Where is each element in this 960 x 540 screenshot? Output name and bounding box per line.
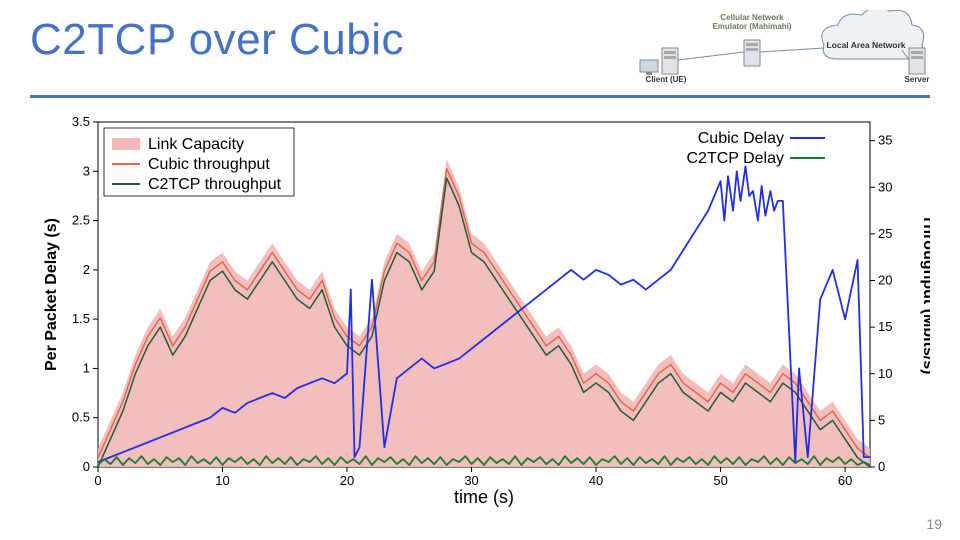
svg-text:50: 50: [713, 473, 727, 488]
svg-text:Link Capacity: Link Capacity: [148, 136, 244, 153]
svg-text:Server: Server: [905, 75, 930, 84]
svg-text:C2TCP throughput: C2TCP throughput: [148, 176, 282, 193]
svg-text:30: 30: [878, 179, 892, 194]
svg-text:15: 15: [878, 319, 892, 334]
svg-text:2: 2: [83, 262, 90, 277]
page-number: 19: [926, 516, 942, 532]
svg-text:time (s): time (s): [454, 487, 514, 507]
svg-text:Per Packet Delay (s): Per Packet Delay (s): [43, 218, 60, 371]
chart: 0102030405060time (s)00.511.522.533.5Per…: [40, 112, 930, 507]
svg-text:Local Area Network: Local Area Network: [826, 40, 905, 50]
svg-text:3.5: 3.5: [72, 114, 90, 129]
svg-text:2.5: 2.5: [72, 213, 90, 228]
slide: C2TCP over Cubic Local Area Network Cellu…: [0, 0, 960, 540]
svg-text:30: 30: [464, 473, 478, 488]
svg-text:0.5: 0.5: [72, 410, 90, 425]
svg-text:40: 40: [589, 473, 603, 488]
svg-text:Client (UE): Client (UE): [646, 75, 687, 84]
slide-title: C2TCP over Cubic: [30, 15, 404, 65]
svg-text:1: 1: [83, 360, 90, 375]
svg-text:Cubic throughput: Cubic throughput: [148, 156, 270, 173]
svg-text:Throughput (Mbits/s): Throughput (Mbits/s): [920, 215, 930, 375]
svg-text:1.5: 1.5: [72, 311, 90, 326]
svg-text:35: 35: [878, 133, 892, 148]
svg-text:10: 10: [215, 473, 229, 488]
svg-text:Cellular Network: Cellular Network: [720, 13, 784, 22]
svg-text:C2TCP Delay: C2TCP Delay: [686, 150, 784, 167]
svg-text:0: 0: [83, 459, 90, 474]
svg-text:25: 25: [878, 226, 892, 241]
svg-text:Emulator (Mahimahi): Emulator (Mahimahi): [712, 22, 791, 31]
svg-text:60: 60: [838, 473, 852, 488]
svg-text:0: 0: [94, 473, 101, 488]
title-underline: [30, 95, 930, 98]
svg-text:10: 10: [878, 366, 892, 381]
svg-text:Cubic Delay: Cubic Delay: [698, 130, 784, 147]
svg-text:0: 0: [878, 459, 885, 474]
network-diagram: Local Area Network Cellular NetworkEmulat…: [634, 10, 934, 84]
svg-text:5: 5: [878, 412, 885, 427]
svg-text:20: 20: [878, 273, 892, 288]
svg-text:3: 3: [83, 163, 90, 178]
svg-text:20: 20: [340, 473, 354, 488]
